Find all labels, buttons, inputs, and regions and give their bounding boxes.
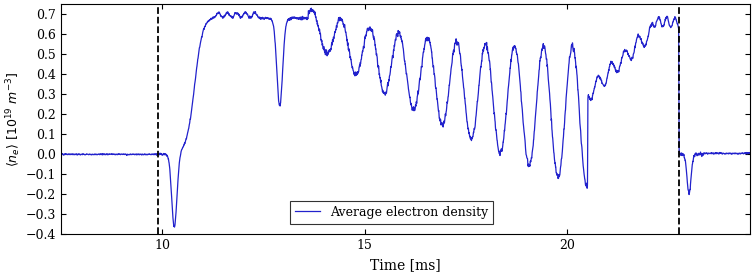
Average electron density xyxy=(170,225,179,229)
Line: Average electron density: Average electron density xyxy=(61,8,749,227)
Average electron density xyxy=(604,68,613,72)
Average electron density xyxy=(567,43,576,46)
Average electron density xyxy=(494,150,503,153)
Average electron density xyxy=(464,131,474,134)
Average electron density xyxy=(745,152,754,155)
Average electron density xyxy=(306,7,315,10)
X-axis label: Time [ms]: Time [ms] xyxy=(370,258,441,272)
Average electron density xyxy=(57,153,66,156)
Average electron density xyxy=(91,153,100,156)
Average electron density xyxy=(307,7,316,10)
Legend: Average electron density: Average electron density xyxy=(290,201,493,224)
Y-axis label: $\langle n_e \rangle \ [10^{19}\ m^{-3}]$: $\langle n_e \rangle \ [10^{19}\ m^{-3}]… xyxy=(5,71,23,167)
